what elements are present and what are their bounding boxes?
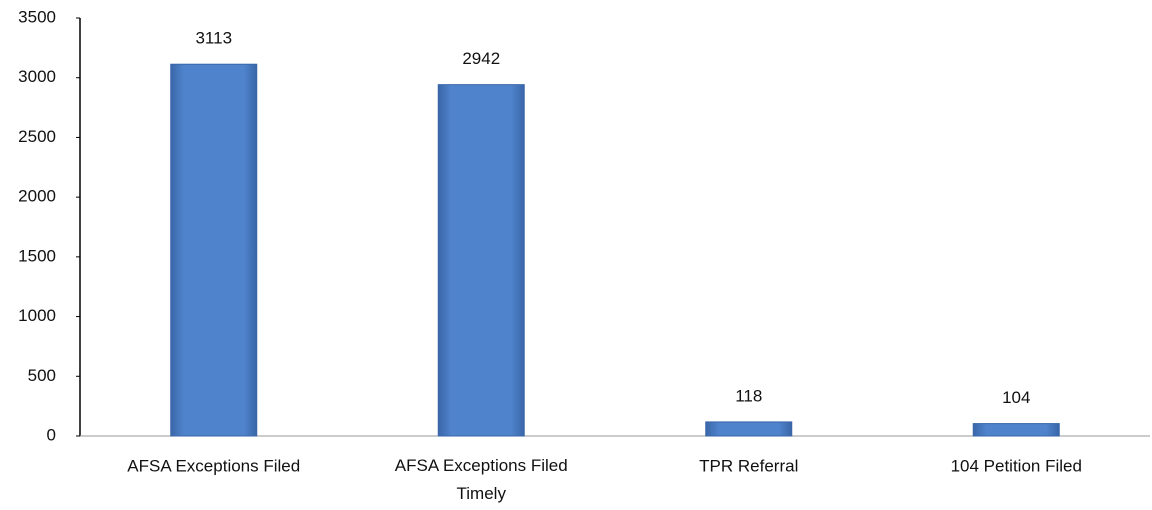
x-tick-label: 104 Petition Filed (951, 456, 1082, 475)
x-tick-label: TPR Referral (699, 456, 798, 475)
y-tick-label: 3500 (18, 7, 56, 26)
y-tick-label: 500 (28, 366, 56, 385)
value-label: 118 (735, 386, 762, 405)
x-tick-label: AFSA Exceptions Filed Timely (395, 456, 568, 503)
y-tick-label: 2500 (18, 127, 56, 146)
y-tick-label: 1000 (18, 306, 56, 325)
y-tick-label: 2000 (18, 187, 56, 206)
bar (170, 63, 258, 437)
y-tick-label: 1500 (18, 246, 56, 265)
y-tick-label: 0 (47, 425, 56, 444)
value-label: 2942 (462, 49, 500, 68)
label-line: Timely (457, 484, 507, 503)
bar (437, 84, 525, 437)
label-line: AFSA Exceptions Filed (395, 456, 568, 475)
bar (972, 423, 1060, 437)
x-tick-label: AFSA Exceptions Filed (127, 456, 300, 475)
value-label: 104 (1002, 388, 1030, 407)
bar (705, 421, 793, 437)
y-tick-label: 3000 (18, 67, 56, 86)
value-label: 3113 (195, 29, 232, 48)
